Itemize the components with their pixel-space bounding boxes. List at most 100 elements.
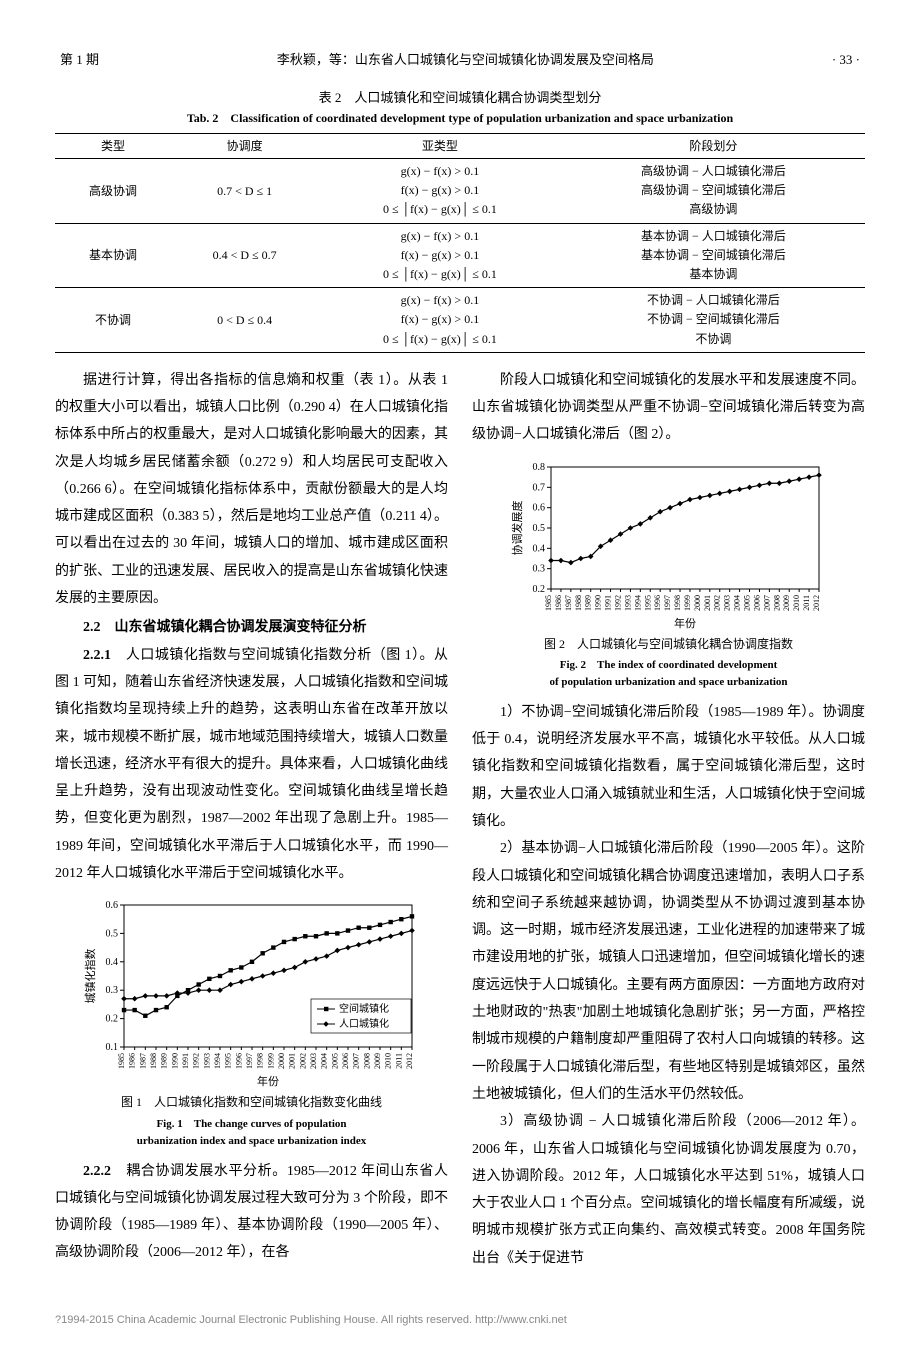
svg-text:1987: 1987 — [138, 1053, 147, 1069]
svg-text:0.4: 0.4 — [105, 957, 118, 968]
svg-text:1990: 1990 — [170, 1053, 179, 1069]
fig1-caption-en2: urbanization index and space urbanizatio… — [55, 1134, 448, 1149]
svg-text:2006: 2006 — [752, 595, 761, 611]
svg-text:2007: 2007 — [351, 1053, 360, 1069]
right-p3: 2）基本协调−人口城镇化滞后阶段（1990—2005 年）。这阶段人口城镇化和空… — [472, 835, 865, 1108]
svg-text:0.1: 0.1 — [105, 1042, 118, 1053]
svg-text:1998: 1998 — [673, 595, 682, 611]
svg-text:年份: 年份 — [674, 616, 696, 629]
svg-text:1992: 1992 — [191, 1053, 200, 1069]
svg-text:0.5: 0.5 — [532, 523, 545, 534]
two-column-body: 据进行计算，得出各指标的信息熵和权重（表 1）。从表 1 的权重大小可以看出，城… — [55, 367, 865, 1272]
svg-text:1993: 1993 — [623, 595, 632, 611]
svg-text:1987: 1987 — [563, 595, 572, 611]
svg-text:1999: 1999 — [266, 1053, 275, 1069]
lbl-222: 2.2.2 — [83, 1164, 111, 1179]
svg-text:1996: 1996 — [653, 595, 662, 611]
svg-text:1991: 1991 — [603, 595, 612, 611]
svg-text:2000: 2000 — [277, 1053, 286, 1069]
svg-text:2011: 2011 — [802, 595, 811, 611]
svg-text:2009: 2009 — [782, 595, 791, 611]
svg-text:2005: 2005 — [742, 595, 751, 611]
right-p1: 阶段人口城镇化和空间城镇化的发展水平和发展速度不同。山东省城镇化协调类型从严重不… — [472, 367, 865, 449]
svg-text:1989: 1989 — [159, 1053, 168, 1069]
fig2-chart: 0.20.30.40.50.60.70.81985198619871988198… — [509, 459, 829, 629]
table2-caption-cn: 表 2 人口城镇化和空间城镇化耦合协调类型划分 — [55, 88, 865, 108]
svg-text:2009: 2009 — [373, 1053, 382, 1069]
svg-text:1994: 1994 — [213, 1053, 222, 1069]
figure-1: 0.10.20.30.40.50.61985198619871988198919… — [55, 897, 448, 1149]
svg-text:2003: 2003 — [722, 595, 731, 611]
svg-text:1990: 1990 — [593, 595, 602, 611]
svg-text:0.8: 0.8 — [532, 462, 545, 473]
svg-text:1985: 1985 — [544, 595, 553, 611]
svg-text:1994: 1994 — [633, 595, 642, 611]
left-column: 据进行计算，得出各指标的信息熵和权重（表 1）。从表 1 的权重大小可以看出，城… — [55, 367, 448, 1272]
svg-text:2012: 2012 — [405, 1053, 414, 1069]
table2-caption-en: Tab. 2 Classification of coordinated dev… — [55, 109, 865, 127]
right-column: 阶段人口城镇化和空间城镇化的发展水平和发展速度不同。山东省城镇化协调类型从严重不… — [472, 367, 865, 1272]
svg-text:1995: 1995 — [223, 1053, 232, 1069]
svg-text:0.7: 0.7 — [532, 482, 545, 493]
page-header: 第 1 期 李秋颖，等：山东省人口城镇化与空间城镇化协调发展及空间格局 · 33… — [55, 50, 865, 70]
right-p2: 1）不协调−空间城镇化滞后阶段（1985—1989 年）。协调度低于 0.4，说… — [472, 699, 865, 835]
svg-text:2010: 2010 — [383, 1053, 392, 1069]
svg-text:城镇化指数: 城镇化指数 — [83, 949, 97, 1004]
fig2-caption-en2: of population urbanization and space urb… — [472, 675, 865, 690]
svg-text:2011: 2011 — [394, 1053, 403, 1069]
svg-text:2002: 2002 — [298, 1053, 307, 1069]
th-subtype: 亚类型 — [318, 134, 562, 159]
svg-text:1988: 1988 — [149, 1053, 158, 1069]
fig1-caption-en1: Fig. 1 The change curves of population — [55, 1117, 448, 1132]
header-right: · 33 · — [832, 50, 860, 70]
right-p4: 3）高级协调 − 人口城镇化滞后阶段（2006—2012 年）。2006 年，山… — [472, 1108, 865, 1272]
svg-text:0.6: 0.6 — [105, 900, 118, 911]
left-p222: 2.2.2 耦合协调发展水平分析。1985—2012 年间山东省人口城镇化与空间… — [55, 1158, 448, 1267]
svg-text:2012: 2012 — [812, 595, 821, 611]
svg-text:1999: 1999 — [682, 595, 691, 611]
svg-text:年份: 年份 — [257, 1074, 279, 1087]
fig1-chart: 0.10.20.30.40.50.61985198619871988198919… — [82, 897, 422, 1087]
table2: 类型 协调度 亚类型 阶段划分 高级协调0.7 < D ≤ 1g(x) − f(… — [55, 133, 865, 353]
svg-text:2006: 2006 — [341, 1053, 350, 1069]
svg-text:1991: 1991 — [181, 1053, 190, 1069]
svg-text:2003: 2003 — [309, 1053, 318, 1069]
svg-text:0.5: 0.5 — [105, 929, 118, 940]
svg-text:协调发展度: 协调发展度 — [510, 500, 524, 555]
th-range: 协调度 — [171, 134, 318, 159]
lbl-221: 2.2.1 — [83, 648, 111, 663]
fig1-caption-cn: 图 1 人口城镇化指数和空间城镇化指数变化曲线 — [55, 1091, 448, 1114]
figure-2: 0.20.30.40.50.60.70.81985198619871988198… — [472, 459, 865, 691]
heading-2-2: 2.2 山东省城镇化耦合协调发展演变特征分析 — [55, 614, 448, 641]
svg-text:1985: 1985 — [117, 1053, 126, 1069]
svg-text:1993: 1993 — [202, 1053, 211, 1069]
th-type: 类型 — [55, 134, 171, 159]
svg-text:1998: 1998 — [255, 1053, 264, 1069]
header-left: 第 1 期 — [60, 50, 99, 70]
left-p221: 2.2.1 人口城镇化指数与空间城镇化指数分析（图 1）。从图 1 可知，随着山… — [55, 642, 448, 888]
fig2-caption-cn: 图 2 人口城镇化与空间城镇化耦合协调度指数 — [472, 633, 865, 656]
svg-text:2008: 2008 — [772, 595, 781, 611]
svg-text:2002: 2002 — [712, 595, 721, 611]
svg-text:1996: 1996 — [234, 1053, 243, 1069]
svg-text:2008: 2008 — [362, 1053, 371, 1069]
svg-text:1995: 1995 — [643, 595, 652, 611]
svg-text:1986: 1986 — [127, 1053, 136, 1069]
svg-text:0.2: 0.2 — [105, 1014, 118, 1025]
svg-text:2007: 2007 — [762, 595, 771, 611]
fig2-caption-en1: Fig. 2 The index of coordinated developm… — [472, 658, 865, 673]
footer: ?1994-2015 China Academic Journal Electr… — [55, 1312, 865, 1329]
svg-text:0.3: 0.3 — [105, 986, 118, 997]
svg-text:1992: 1992 — [613, 595, 622, 611]
svg-text:人口城镇化: 人口城镇化 — [339, 1017, 389, 1030]
left-p1: 据进行计算，得出各指标的信息熵和权重（表 1）。从表 1 的权重大小可以看出，城… — [55, 367, 448, 613]
svg-text:2004: 2004 — [319, 1053, 328, 1069]
header-center: 李秋颖，等：山东省人口城镇化与空间城镇化协调发展及空间格局 — [277, 50, 654, 70]
svg-text:2001: 2001 — [287, 1053, 296, 1069]
left-p222-text: 耦合协调发展水平分析。1985—2012 年间山东省人口城镇化与空间城镇化协调发… — [55, 1164, 448, 1261]
svg-text:0.4: 0.4 — [532, 543, 545, 554]
svg-text:2004: 2004 — [732, 595, 741, 611]
svg-text:1988: 1988 — [573, 595, 582, 611]
svg-text:1989: 1989 — [583, 595, 592, 611]
svg-text:2005: 2005 — [330, 1053, 339, 1069]
